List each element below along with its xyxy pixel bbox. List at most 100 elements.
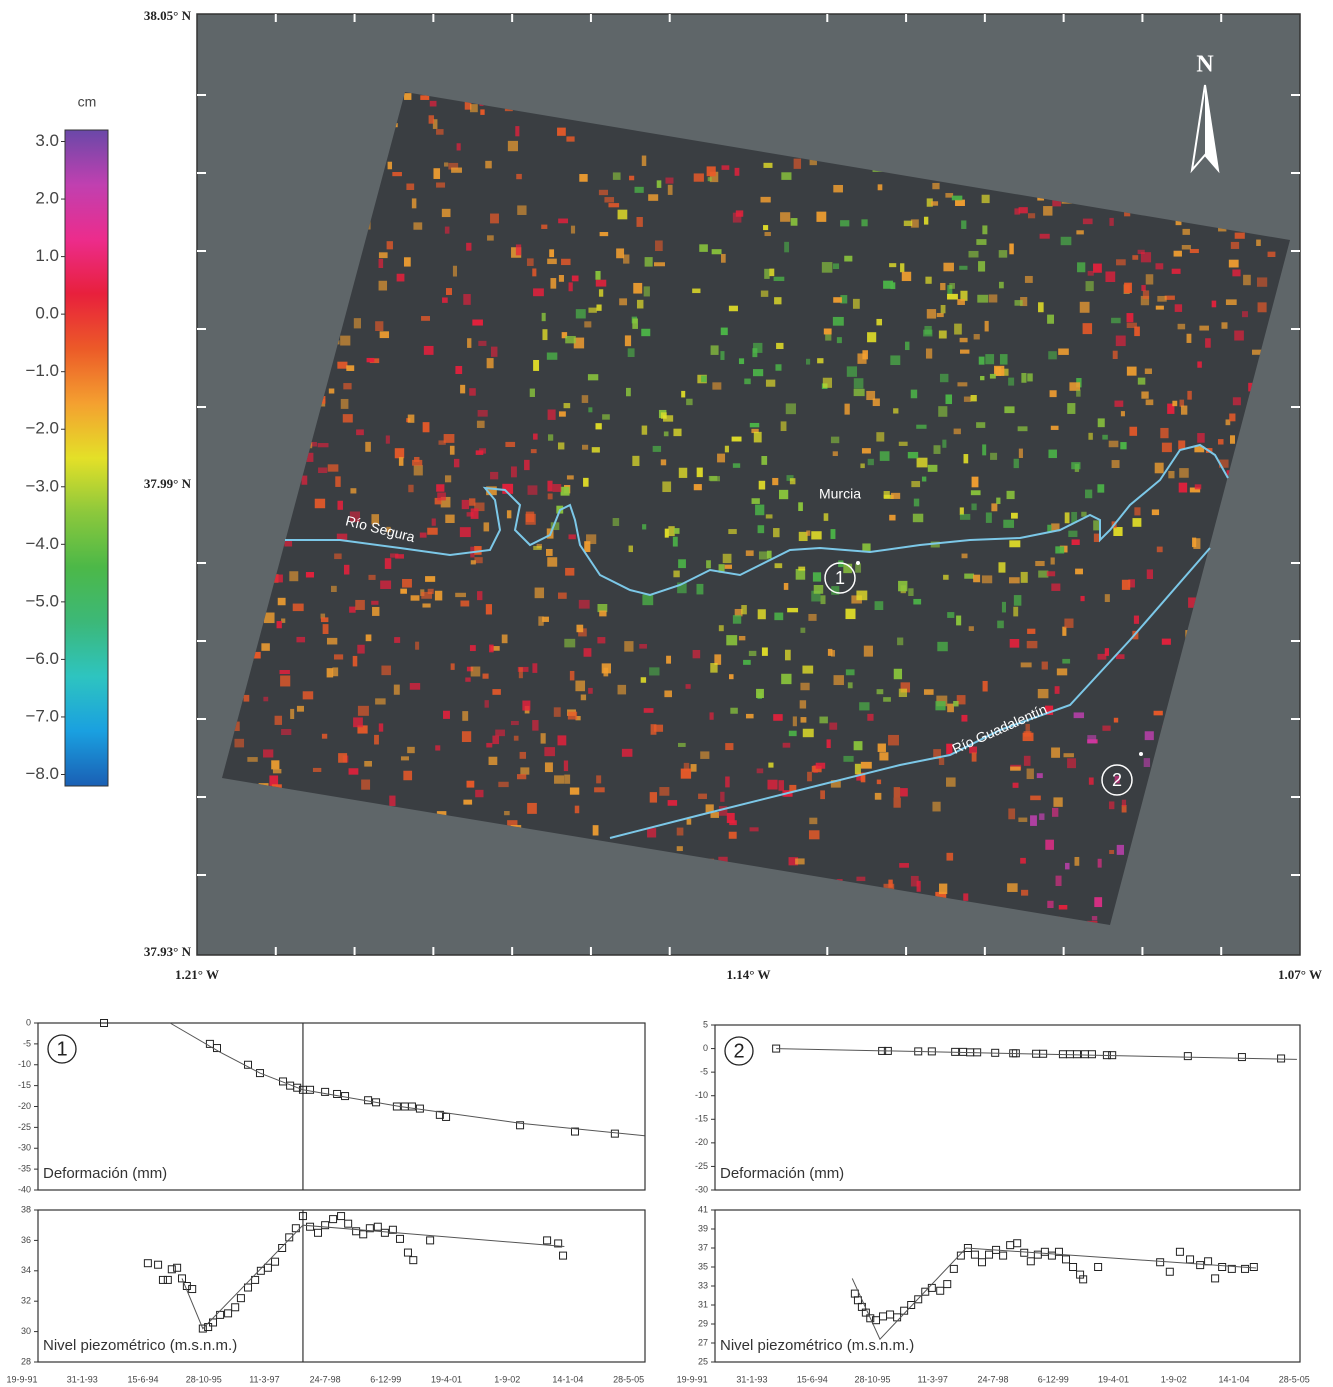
deformation-pixel	[1080, 595, 1085, 602]
x-tick-label: 28-10-95	[186, 1374, 222, 1384]
deformation-pixel	[1048, 449, 1057, 459]
deformation-pixel	[1051, 747, 1061, 758]
deformation-pixel	[817, 358, 824, 364]
deformation-pixel	[495, 729, 505, 737]
colorbar-label: −5.0	[25, 591, 59, 610]
data-point	[907, 1301, 916, 1309]
deformation-pixel	[1010, 766, 1021, 771]
deformation-pixel	[844, 255, 853, 262]
deformation-pixel	[340, 335, 351, 346]
deformation-pixel	[544, 762, 553, 773]
deformation-pixel	[575, 680, 586, 692]
fit-line	[169, 1022, 645, 1137]
deformation-pixel	[985, 512, 992, 523]
deformation-pixel	[1020, 857, 1026, 864]
deformation-pixel	[1030, 795, 1041, 801]
deformation-pixel	[1022, 732, 1034, 742]
y-tick-label: -25	[18, 1122, 31, 1132]
deformation-pixel	[927, 464, 938, 472]
deformation-pixel	[595, 423, 602, 430]
fit-line	[776, 1048, 1297, 1060]
deformation-pixel	[1132, 518, 1142, 527]
deformation-pixel	[1137, 249, 1145, 254]
y-tick-label: 5	[703, 1019, 708, 1029]
deformation-pixel	[394, 448, 405, 459]
y-tick-label: 27	[698, 1337, 708, 1347]
deformation-pixel	[317, 443, 329, 448]
deformation-pixel	[1009, 638, 1020, 648]
deformation-pixel	[889, 514, 896, 521]
deformation-pixel	[578, 628, 587, 637]
colorbar-label: −3.0	[25, 476, 59, 495]
deformation-pixel	[970, 490, 981, 496]
deformation-pixel	[910, 219, 919, 228]
deformation-pixel	[802, 728, 814, 738]
deformation-pixel	[926, 198, 933, 207]
deformation-pixel	[1104, 648, 1110, 656]
deformation-pixel	[643, 708, 654, 713]
deformation-pixel	[943, 262, 954, 272]
deformation-pixel	[749, 422, 760, 428]
deformation-pixel	[234, 738, 245, 748]
deformation-pixel	[749, 827, 759, 832]
deformation-pixel	[1064, 512, 1070, 524]
deformation-pixel	[472, 319, 483, 326]
deformation-pixel	[469, 388, 476, 396]
data-point	[426, 1236, 435, 1245]
deformation-pixel	[1055, 546, 1065, 554]
deformation-pixel	[692, 649, 701, 659]
data-point	[293, 1083, 302, 1092]
deformation-pixel	[1218, 459, 1229, 468]
deformation-pixel	[710, 663, 718, 673]
deformation-pixel	[639, 644, 647, 649]
deformation-pixel	[408, 484, 414, 493]
deformation-pixel	[1026, 640, 1038, 649]
deformation-pixel	[959, 265, 968, 270]
deformation-pixel	[774, 563, 783, 569]
deformation-pixel	[561, 258, 571, 266]
deformation-pixel	[774, 297, 782, 305]
deformation-pixel	[368, 574, 376, 580]
deformation-pixel	[378, 280, 388, 291]
deformation-pixel	[921, 476, 927, 482]
deformation-pixel	[476, 420, 485, 428]
deformation-pixel	[765, 379, 776, 387]
deformation-pixel	[947, 285, 953, 296]
y-tick-label: 35	[698, 1261, 708, 1271]
data-point	[1094, 1263, 1103, 1271]
deformation-pixel	[732, 212, 742, 223]
deformation-pixel	[337, 500, 343, 510]
data-point	[279, 1077, 288, 1086]
deformation-pixel	[475, 789, 484, 798]
data-point	[306, 1085, 315, 1094]
deformation-pixel	[876, 318, 883, 326]
deformation-pixel	[721, 165, 730, 170]
deformation-pixel	[685, 684, 691, 689]
deformation-pixel	[1109, 217, 1114, 226]
deformation-pixel	[1234, 232, 1245, 239]
deformation-pixel	[243, 694, 250, 702]
deformation-pixel	[1211, 300, 1217, 308]
deformation-pixel	[640, 677, 647, 683]
deformation-pixel	[1056, 668, 1068, 676]
deformation-pixel	[853, 378, 864, 389]
deformation-pixel	[400, 756, 409, 761]
deformation-pixel	[1018, 448, 1023, 458]
deformation-pixel	[1141, 285, 1146, 291]
deformation-pixel	[261, 643, 270, 651]
deformation-pixel	[320, 617, 329, 623]
data-point	[173, 1263, 182, 1272]
deformation-pixel	[1014, 300, 1023, 306]
deformation-pixel	[569, 670, 575, 681]
deformation-pixel	[501, 634, 508, 644]
deformation-pixel	[465, 677, 471, 682]
deformation-pixel	[720, 351, 725, 360]
deformation-pixel	[642, 524, 647, 530]
deformation-pixel	[386, 241, 393, 250]
colorbar-label: −6.0	[25, 649, 59, 668]
deformation-pixel	[729, 674, 734, 680]
deformation-pixel	[516, 173, 522, 180]
deformation-pixel	[1003, 519, 1015, 528]
deformation-pixel	[971, 503, 977, 511]
deformation-pixel	[1113, 527, 1123, 537]
